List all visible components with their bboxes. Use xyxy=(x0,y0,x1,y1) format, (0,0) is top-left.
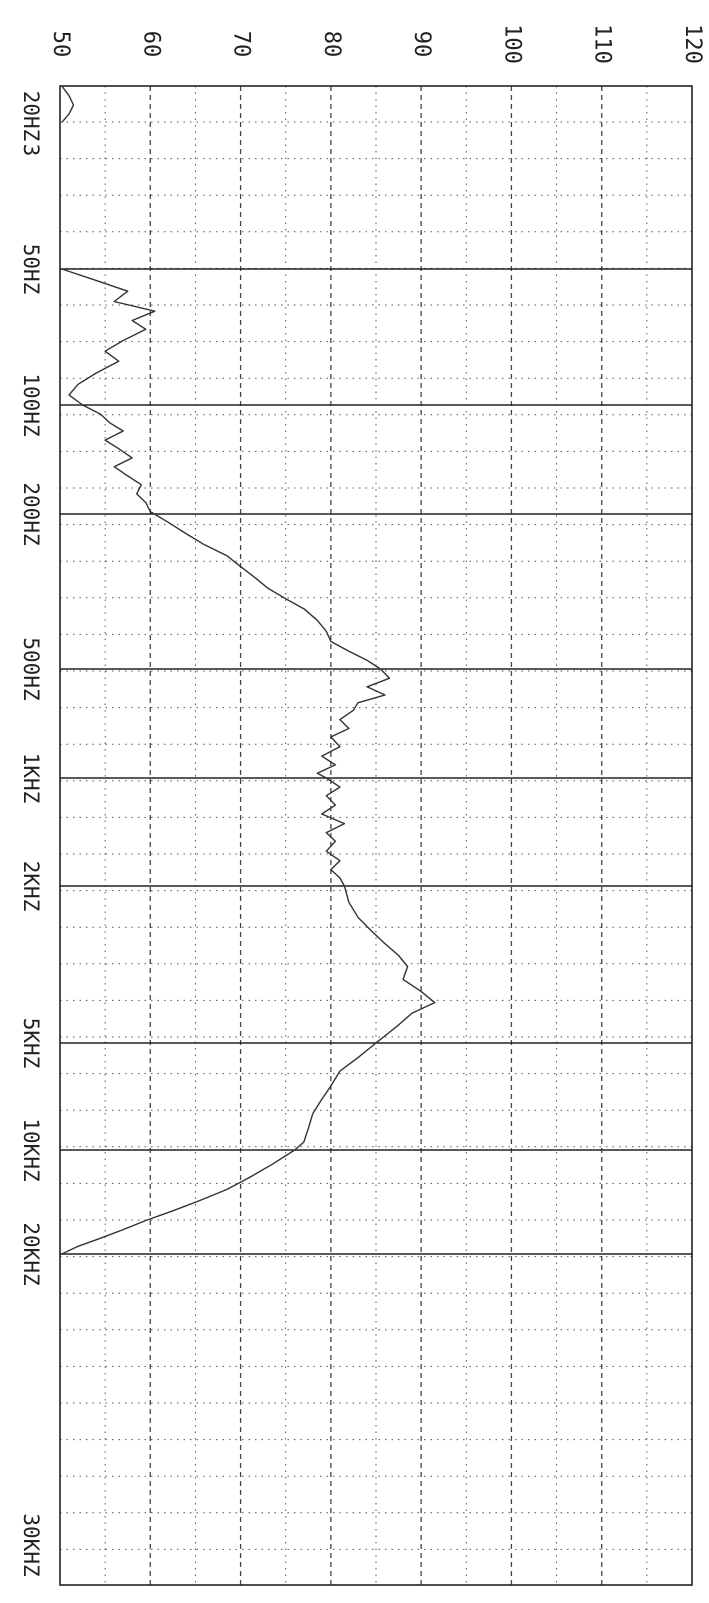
level-tick-label: 60 xyxy=(138,31,163,58)
frequency-tick-label: 500HZ xyxy=(19,637,43,700)
plot-frame xyxy=(59,85,693,1586)
frequency-tick-label: 2KHZ xyxy=(19,861,43,912)
level-tick-label: 90 xyxy=(409,31,434,58)
frequency-tick-label: 10KHZ xyxy=(19,1118,43,1181)
frequency-tick-label: 50HZ xyxy=(19,244,43,295)
frequency-tick-label: 30KHZ xyxy=(19,1513,43,1576)
level-tick-label: 80 xyxy=(319,31,344,58)
level-tick-label: 110 xyxy=(590,24,615,64)
level-tick-label: 70 xyxy=(229,31,254,58)
frequency-tick-label: 1KHZ xyxy=(19,753,43,804)
frequency-tick-label: 100HZ xyxy=(19,373,43,436)
level-tick-label: 50 xyxy=(48,31,73,58)
series-line xyxy=(61,85,75,123)
level-tick-label: 120 xyxy=(680,24,705,64)
level-tick-label: 100 xyxy=(499,24,524,64)
series-line xyxy=(61,268,436,1255)
frequency-tick-label: 200HZ xyxy=(19,482,43,545)
frequency-tick-label: 3 xyxy=(19,144,43,157)
frequency-tick-label: 5KHZ xyxy=(19,1018,43,1069)
frequency-tick-label: 20KHZ xyxy=(19,1222,43,1285)
frequency-tick-label: 20HZ xyxy=(19,91,43,142)
